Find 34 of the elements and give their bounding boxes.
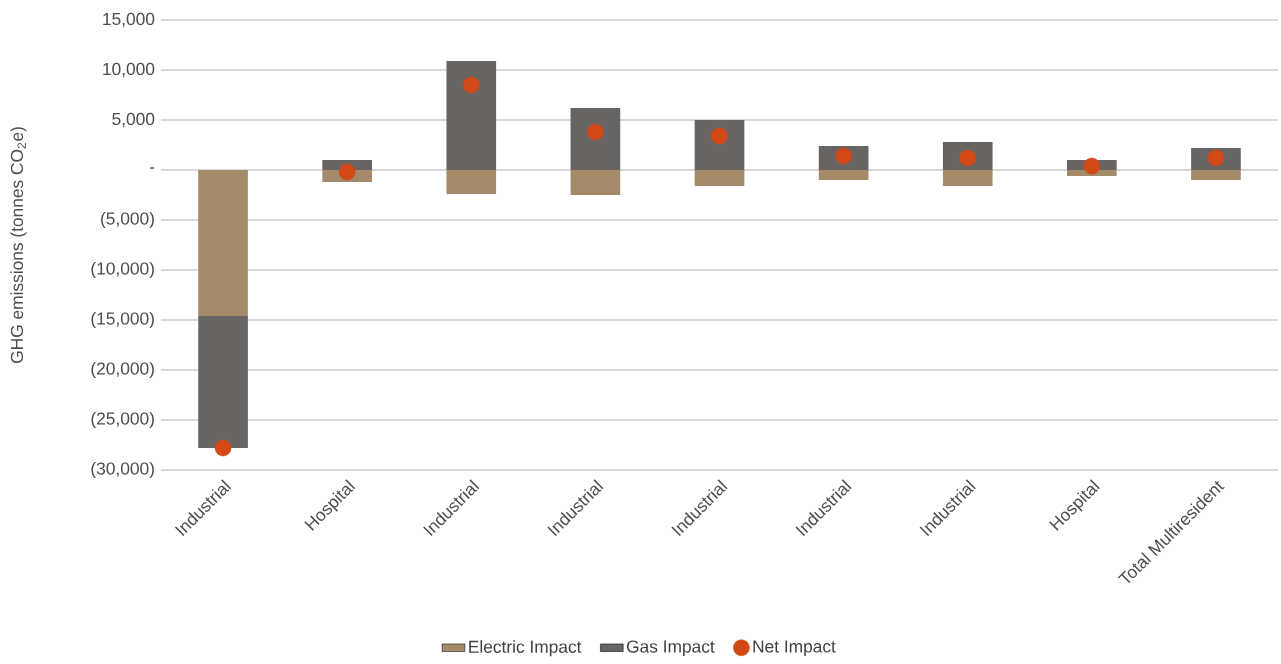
legend-label: Net Impact xyxy=(753,640,836,657)
bar xyxy=(818,170,869,180)
point xyxy=(214,439,232,457)
y-tick-label: (30,000) xyxy=(91,461,154,479)
y-axis-title: GHG emissions (tonnes CO$_{2}$e) xyxy=(10,127,27,363)
y-tick-label: 15,000 xyxy=(103,12,155,28)
point xyxy=(1207,149,1225,167)
point xyxy=(711,127,728,145)
point xyxy=(1083,157,1101,175)
y-tick-label: (10,000) xyxy=(91,261,154,279)
point xyxy=(835,147,852,165)
y-tick-label: 10,000 xyxy=(103,62,155,78)
bar xyxy=(1191,170,1241,180)
point xyxy=(338,163,356,181)
y-tick-label: (15,000) xyxy=(91,311,154,329)
bar xyxy=(446,170,497,194)
legend-label: Gas Impact xyxy=(626,640,715,657)
y-tick-label: - xyxy=(149,167,155,169)
bar xyxy=(570,108,621,170)
bar xyxy=(694,170,745,186)
y-tick-label: 5,000 xyxy=(112,112,155,128)
bar xyxy=(198,170,248,316)
bar xyxy=(942,170,993,186)
bar xyxy=(198,316,248,448)
point xyxy=(959,149,976,167)
point xyxy=(463,76,480,94)
y-tick-label: (25,000) xyxy=(91,411,154,429)
y-tick-label: (20,000) xyxy=(91,361,154,379)
bar xyxy=(694,120,745,170)
bar xyxy=(570,170,621,195)
legend-label: Electric Impact xyxy=(469,640,582,657)
point xyxy=(587,123,604,141)
y-tick-label: (5,000) xyxy=(101,211,154,229)
bar xyxy=(446,60,497,170)
